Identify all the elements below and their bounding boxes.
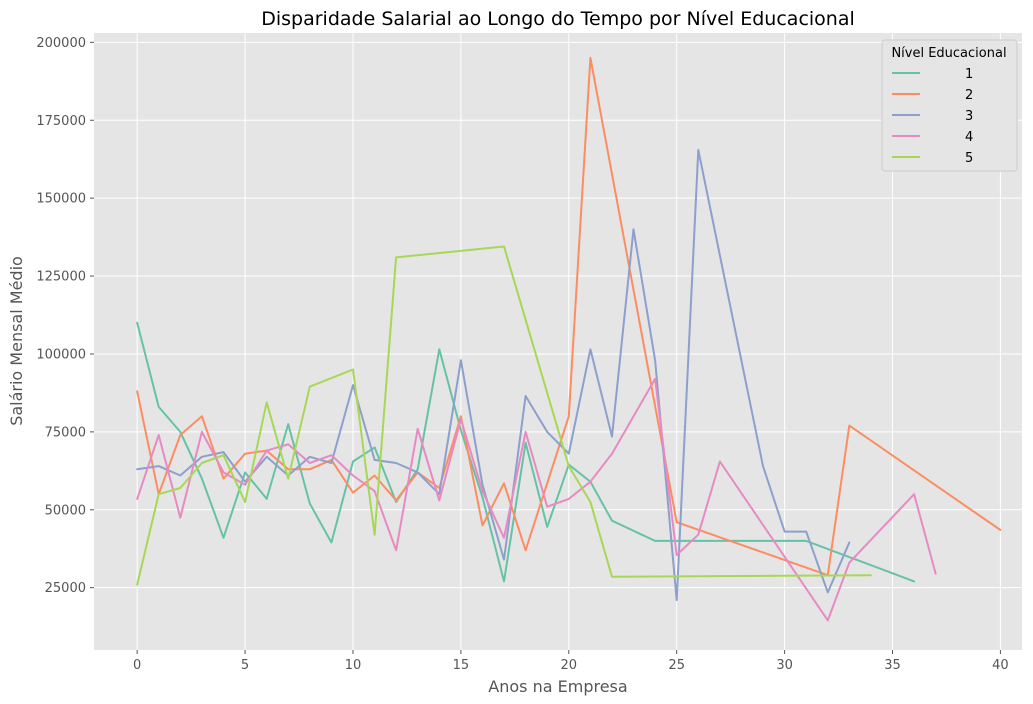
legend: Nível Educacional 1 2 3 4 5: [881, 39, 1018, 172]
x-tick-label: 30: [776, 658, 793, 673]
x-tick-label: 25: [668, 658, 685, 673]
x-axis-label: Anos na Empresa: [488, 677, 627, 696]
y-axis-ticks: 25000 50000 75000 100000 125000 150000 175000 2…: [36, 36, 94, 596]
y-tick-label: 175000: [36, 114, 86, 129]
x-tick-label: 40: [992, 658, 1009, 673]
y-tick-label: 150000: [36, 192, 86, 207]
chart-title: Disparidade Salarial ao Longo do Tempo p…: [261, 8, 855, 30]
series-line-2: [136, 56, 1002, 577]
series-line-4: [136, 377, 937, 622]
legend-label-2: 2: [965, 88, 973, 103]
x-tick-label: 10: [345, 658, 362, 673]
legend-title: Nível Educacional: [891, 46, 1006, 61]
y-axis-label: Salário Mensal Médio: [7, 256, 26, 426]
legend-label-4: 4: [965, 130, 973, 145]
series-group: [136, 56, 1002, 622]
x-tick-label: 0: [133, 658, 141, 673]
x-tick-label: 15: [453, 658, 470, 673]
x-tick-label: 20: [561, 658, 578, 673]
y-tick-label: 75000: [45, 425, 86, 440]
y-tick-label: 100000: [36, 347, 86, 362]
x-tick-label: 5: [241, 658, 249, 673]
legend-label-3: 3: [965, 109, 973, 124]
legend-label-5: 5: [965, 151, 973, 166]
legend-label-1: 1: [965, 67, 973, 82]
plot-area: [94, 33, 1022, 650]
series-line-5: [136, 245, 872, 586]
x-axis-ticks: 0 5 10 15 20 25 30 35 40: [133, 650, 1009, 673]
x-tick-label: 35: [884, 658, 901, 673]
y-tick-label: 200000: [36, 36, 86, 51]
y-tick-label: 125000: [36, 270, 86, 285]
legend-items: 1 2 3 4 5: [892, 67, 973, 166]
y-tick-label: 25000: [45, 581, 86, 596]
y-tick-label: 50000: [45, 503, 86, 518]
